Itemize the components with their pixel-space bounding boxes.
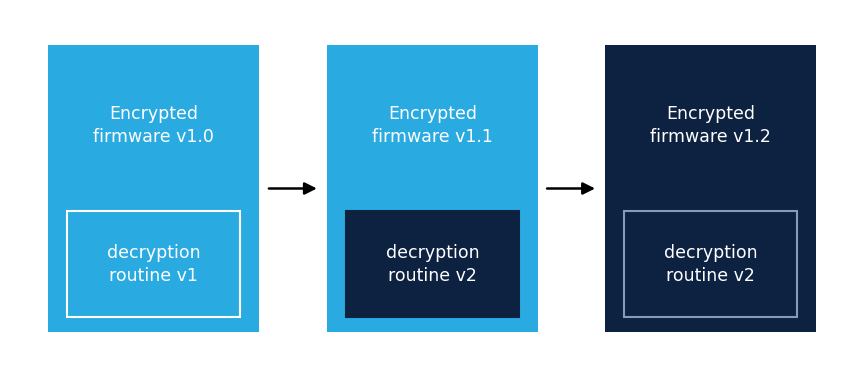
Bar xyxy=(48,45,259,332)
Text: decryption
routine v1: decryption routine v1 xyxy=(106,244,200,285)
Bar xyxy=(605,45,816,332)
Text: Encrypted
firmware v1.2: Encrypted firmware v1.2 xyxy=(651,105,771,146)
Text: Encrypted
firmware v1.0: Encrypted firmware v1.0 xyxy=(93,105,213,146)
Text: Encrypted
firmware v1.1: Encrypted firmware v1.1 xyxy=(372,105,492,146)
Bar xyxy=(624,211,797,317)
Bar xyxy=(67,211,240,317)
Bar xyxy=(346,211,519,317)
Text: decryption
routine v2: decryption routine v2 xyxy=(385,244,480,285)
Text: decryption
routine v2: decryption routine v2 xyxy=(664,244,758,285)
Bar xyxy=(327,45,538,332)
